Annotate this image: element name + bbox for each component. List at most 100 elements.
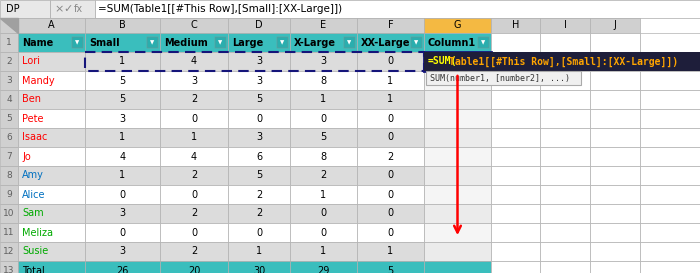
Text: 0: 0 — [256, 114, 262, 123]
Bar — [491, 90, 540, 109]
Text: 0: 0 — [387, 132, 393, 143]
Bar — [0, 204, 18, 223]
Bar — [590, 90, 640, 109]
Text: 8: 8 — [321, 76, 327, 85]
Bar — [357, 147, 424, 166]
Text: B: B — [119, 20, 126, 31]
Text: ▼: ▼ — [414, 40, 419, 45]
Bar — [160, 33, 228, 52]
Bar — [540, 18, 590, 33]
Bar — [18, 128, 85, 147]
Text: Lori: Lori — [22, 57, 40, 67]
Bar — [160, 204, 228, 223]
Text: F: F — [388, 20, 393, 31]
Bar — [228, 185, 290, 204]
Bar — [72, 37, 83, 48]
Bar — [18, 242, 85, 261]
Bar — [85, 128, 160, 147]
Text: Mandy: Mandy — [22, 76, 55, 85]
Bar — [640, 166, 700, 185]
Bar — [491, 204, 540, 223]
Bar — [18, 33, 85, 52]
Text: 0: 0 — [427, 57, 433, 67]
Bar — [160, 128, 228, 147]
Bar — [424, 242, 491, 261]
Bar — [160, 185, 228, 204]
Text: ▼: ▼ — [482, 40, 486, 45]
Bar — [424, 166, 491, 185]
Bar — [228, 166, 290, 185]
Text: Total: Total — [22, 266, 45, 273]
Text: 4: 4 — [191, 152, 197, 162]
Text: 0: 0 — [191, 189, 197, 200]
Bar — [85, 166, 160, 185]
Text: G: G — [454, 20, 461, 31]
Text: 3: 3 — [191, 76, 197, 85]
Bar — [290, 33, 357, 52]
Text: 5: 5 — [387, 266, 393, 273]
Text: 0: 0 — [256, 227, 262, 238]
Text: I: I — [564, 20, 566, 31]
Bar — [424, 261, 491, 273]
Text: SUM(number1, [number2], ...): SUM(number1, [number2], ...) — [430, 73, 570, 82]
Text: E: E — [321, 20, 327, 31]
Bar — [357, 18, 424, 33]
Bar — [491, 109, 540, 128]
Bar — [540, 90, 590, 109]
Text: 10: 10 — [4, 209, 15, 218]
Bar — [85, 223, 160, 242]
Bar — [590, 185, 640, 204]
Bar — [0, 0, 50, 18]
Bar — [18, 147, 85, 166]
Bar — [0, 18, 18, 33]
Text: 5: 5 — [321, 132, 327, 143]
Bar — [0, 52, 18, 71]
Bar — [160, 147, 228, 166]
Bar — [160, 242, 228, 261]
Text: 1: 1 — [387, 94, 393, 105]
Bar — [160, 71, 228, 90]
Bar — [424, 109, 491, 128]
Bar — [290, 223, 357, 242]
Bar — [540, 109, 590, 128]
Bar — [85, 185, 160, 204]
Text: 0: 0 — [321, 227, 327, 238]
Text: ▼: ▼ — [150, 40, 155, 45]
Text: 1: 1 — [256, 247, 262, 257]
Bar — [640, 242, 700, 261]
Text: 12: 12 — [4, 247, 15, 256]
Bar — [424, 204, 491, 223]
Text: H: H — [512, 20, 519, 31]
Bar — [357, 242, 424, 261]
Bar — [357, 204, 424, 223]
Text: 2: 2 — [387, 152, 393, 162]
Bar — [424, 71, 491, 90]
Text: XX-Large: XX-Large — [361, 37, 410, 48]
Bar — [640, 147, 700, 166]
Text: =SUM(: =SUM( — [428, 57, 457, 67]
Bar — [85, 109, 160, 128]
Text: 3: 3 — [120, 247, 125, 257]
Bar — [18, 204, 85, 223]
Bar — [540, 128, 590, 147]
Text: 0: 0 — [120, 189, 125, 200]
Bar — [540, 52, 590, 71]
Bar — [228, 33, 290, 52]
Text: X-Large: X-Large — [294, 37, 336, 48]
Bar — [228, 52, 290, 71]
Bar — [160, 52, 228, 71]
Bar — [357, 166, 424, 185]
Bar — [85, 147, 160, 166]
Bar — [95, 0, 700, 18]
Bar — [590, 147, 640, 166]
Bar — [0, 90, 18, 109]
Text: 3: 3 — [256, 76, 262, 85]
Bar — [357, 185, 424, 204]
Text: 11: 11 — [4, 228, 15, 237]
Text: 4: 4 — [120, 152, 125, 162]
Text: 0: 0 — [191, 227, 197, 238]
Bar — [424, 90, 491, 109]
Text: 5: 5 — [256, 171, 262, 180]
Bar — [228, 90, 290, 109]
Text: 1: 1 — [120, 171, 125, 180]
